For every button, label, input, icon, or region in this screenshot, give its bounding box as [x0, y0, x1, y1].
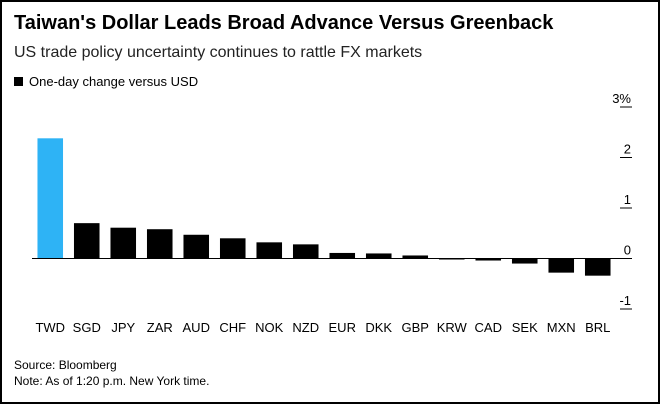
footnote: Note: As of 1:20 p.m. New York time.	[14, 374, 210, 388]
x-tick-label-sek: SEK	[512, 320, 538, 335]
x-tick-label-nok: NOK	[255, 320, 284, 335]
bar-eur	[329, 252, 356, 259]
x-tick-label-mxn: MXN	[547, 320, 576, 335]
x-tick-label-zar: ZAR	[147, 320, 173, 335]
bar-nok	[256, 242, 283, 259]
bar-dkk	[365, 253, 392, 259]
source-note: Source: Bloomberg	[14, 358, 117, 372]
bar-sek	[511, 258, 538, 264]
x-tick-label-brl: BRL	[585, 320, 610, 335]
y-tick-label: -1	[619, 293, 631, 308]
bar-brl	[584, 258, 611, 276]
x-tick-label-gbp: GBP	[402, 320, 429, 335]
bar-nzd	[292, 244, 319, 259]
bar-chf	[219, 238, 246, 259]
x-tick-label-sgd: SGD	[73, 320, 101, 335]
chart-footer: Source: Bloomberg Note: As of 1:20 p.m. …	[14, 357, 209, 389]
y-tick-label: 2	[624, 142, 631, 157]
x-tick-label-chf: CHF	[219, 320, 246, 335]
bar-krw	[438, 258, 465, 260]
x-tick-label-aud: AUD	[183, 320, 210, 335]
bar-sgd	[73, 223, 100, 259]
bar-gbp	[402, 255, 429, 259]
x-tick-label-jpy: JPY	[111, 320, 135, 335]
bar-zar	[146, 229, 173, 259]
x-tick-label-eur: EUR	[329, 320, 356, 335]
x-tick-label-twd: TWD	[35, 320, 65, 335]
bar-jpy	[110, 227, 137, 259]
legend-swatch	[14, 77, 23, 86]
bar-cad	[475, 258, 502, 261]
legend-label: One-day change versus USD	[29, 74, 199, 89]
chart-title: Taiwan's Dollar Leads Broad Advance Vers…	[14, 12, 554, 34]
y-tick-label: 3%	[612, 91, 631, 106]
chart-legend: One-day change versus USD	[14, 74, 198, 89]
x-tick-label-dkk: DKK	[365, 320, 392, 335]
y-tick-label: 0	[624, 243, 631, 258]
x-tick-label-nzd: NZD	[292, 320, 319, 335]
y-tick-label: 1	[624, 192, 631, 207]
chart-subtitle: US trade policy uncertainty continues to…	[14, 44, 423, 61]
bar-twd	[37, 138, 64, 259]
x-tick-label-krw: KRW	[437, 320, 468, 335]
x-tick-label-cad: CAD	[475, 320, 502, 335]
bar-aud	[183, 234, 210, 259]
bar-mxn	[548, 258, 575, 273]
